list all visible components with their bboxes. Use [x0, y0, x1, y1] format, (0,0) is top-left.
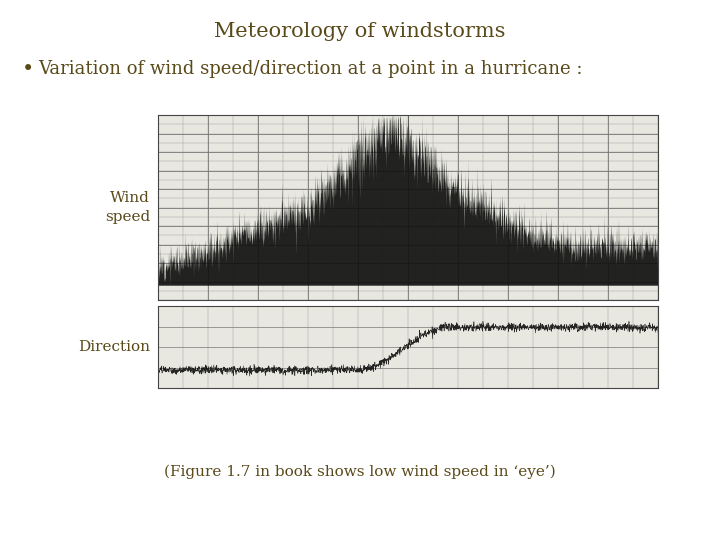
Text: Wind
speed: Wind speed — [104, 191, 150, 224]
Text: Meteorology of windstorms: Meteorology of windstorms — [215, 22, 505, 41]
Text: •: • — [22, 60, 35, 79]
Text: Variation of wind speed/direction at a point in a hurricane :: Variation of wind speed/direction at a p… — [38, 60, 582, 78]
Text: Direction: Direction — [78, 340, 150, 354]
Text: (Figure 1.7 in book shows low wind speed in ‘eye’): (Figure 1.7 in book shows low wind speed… — [164, 465, 556, 479]
